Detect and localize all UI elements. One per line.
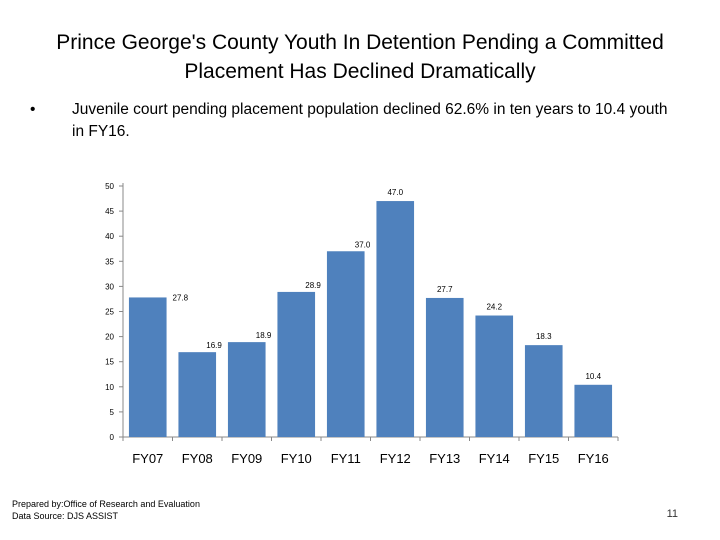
data-label: 37.0 [355, 240, 371, 249]
bar-fy07 [128, 297, 167, 437]
y-tick-label: 30 [105, 282, 114, 291]
slide-title: Prince George's County Youth In Detentio… [56, 31, 664, 83]
x-tick-label: FY15 [528, 451, 559, 466]
y-tick-label: 35 [105, 257, 114, 266]
y-tick-label: 45 [105, 207, 114, 216]
x-tick-label: FY13 [429, 451, 460, 466]
data-label: 28.9 [305, 281, 321, 290]
data-label: 27.8 [173, 293, 189, 302]
x-tick-label: FY16 [578, 451, 609, 466]
y-tick-label: 5 [110, 408, 115, 417]
footer-data-source: Data Source: DJS ASSIST [12, 511, 119, 521]
x-tick-label: FY09 [231, 451, 262, 466]
page-number: 11 [666, 508, 678, 520]
x-tick-label: FY10 [281, 451, 312, 466]
data-label: 16.9 [206, 341, 222, 350]
data-label: 47.0 [387, 188, 403, 197]
bar-fy14 [475, 315, 514, 437]
bar-fy16 [574, 384, 613, 437]
data-label: 18.9 [256, 331, 272, 340]
bullet-icon: • [30, 101, 36, 118]
data-label: 24.2 [486, 303, 502, 312]
y-tick-label: 15 [105, 358, 114, 367]
x-tick-label: FY11 [331, 451, 361, 466]
chart-bars [128, 201, 613, 437]
bar-fy12 [376, 201, 415, 437]
x-tick-label: FY14 [479, 451, 510, 466]
footer-prepared-by: Prepared by:Office of Research and Evalu… [12, 499, 200, 509]
y-tick-label: 40 [105, 232, 114, 241]
bar-fy11 [326, 251, 365, 437]
y-tick-label: 25 [105, 308, 114, 317]
bar-fy13 [425, 297, 464, 437]
footer-credits: Prepared by:Office of Research and Evalu… [12, 498, 200, 522]
chart-x-tick-labels: FY07 FY08 FY09 FY10 FY11 FY12 FY13 FY14 FY15 FY16 [132, 451, 609, 466]
bar-fy10 [277, 291, 316, 437]
data-label: 10.4 [585, 372, 601, 381]
x-tick-label: FY07 [132, 451, 163, 466]
data-label: 18.3 [536, 332, 552, 341]
bar-fy08 [178, 352, 217, 437]
y-tick-label: 20 [105, 333, 114, 342]
bar-fy15 [524, 345, 563, 437]
bar-fy09 [227, 342, 266, 437]
chart-data-labels: 27.8 16.9 18.9 28.9 37.0 47.0 27.7 24.2 18.3 10.4 [173, 188, 602, 381]
data-label: 27.7 [437, 285, 453, 294]
x-tick-label: FY08 [182, 451, 213, 466]
y-tick-label: 50 [105, 182, 114, 191]
y-tick-label: 0 [110, 433, 115, 442]
y-tick-label: 10 [105, 383, 114, 392]
x-tick-label: FY12 [380, 451, 411, 466]
bullet-text: Juvenile court pending placement populat… [72, 101, 668, 140]
